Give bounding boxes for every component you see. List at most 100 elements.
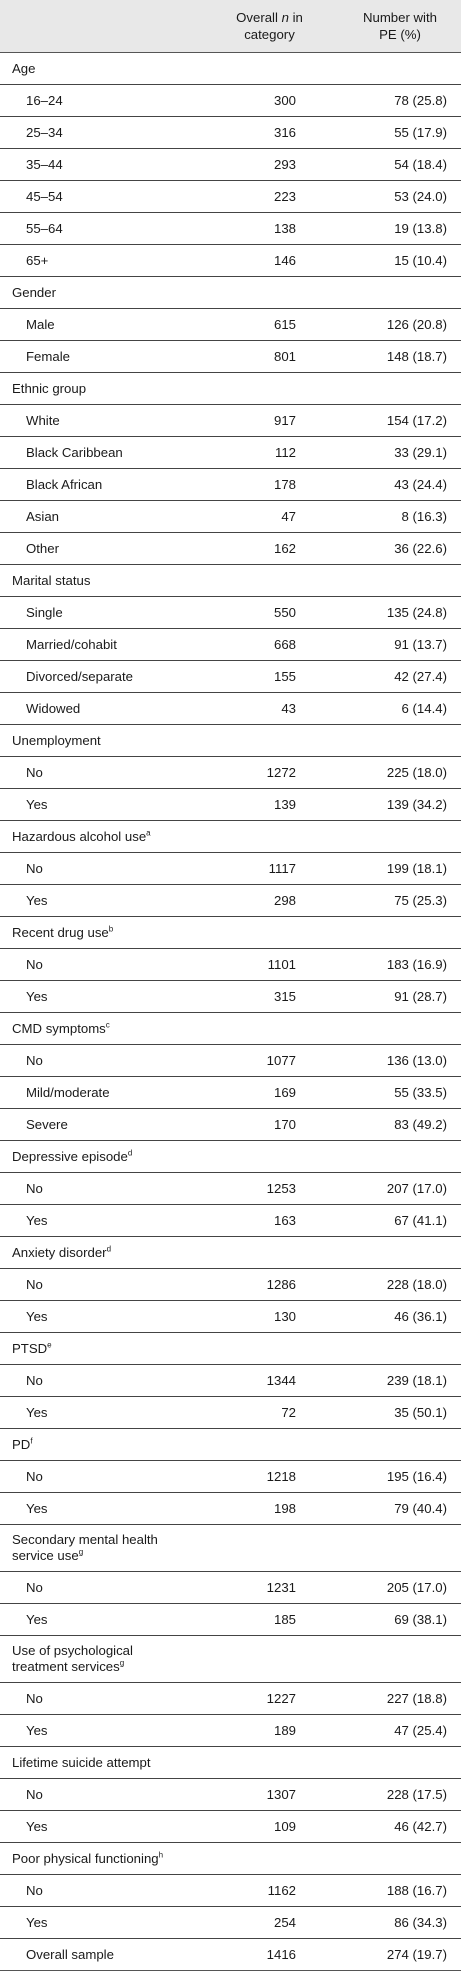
table-row: Married/cohabit 668 91 (13.7) bbox=[0, 628, 461, 661]
overall-n-cell: 1218 bbox=[213, 1460, 318, 1493]
overall-n-cell: 47 bbox=[213, 500, 318, 533]
overall-n-cell: 162 bbox=[213, 532, 318, 565]
table-row: Female 801 148 (18.7) bbox=[0, 340, 461, 373]
table-row: Divorced/separate 155 42 (27.4) bbox=[0, 660, 461, 693]
row-label: Black African bbox=[0, 468, 213, 501]
pe-count-cell bbox=[318, 52, 461, 85]
table-row: No 1253 207 (17.0) bbox=[0, 1172, 461, 1205]
category-label: Recent drug useb bbox=[0, 916, 213, 949]
overall-n-cell: 109 bbox=[213, 1810, 318, 1843]
row-label: Male bbox=[0, 308, 213, 341]
header-in-text: in bbox=[288, 10, 303, 25]
header-number-with-text: Number with bbox=[362, 10, 437, 25]
table-row: 45–54 223 53 (24.0) bbox=[0, 180, 461, 213]
table-row: 16–24 300 78 (25.8) bbox=[0, 84, 461, 117]
overall-n-cell: 615 bbox=[213, 308, 318, 341]
pe-count-cell bbox=[318, 916, 461, 949]
category-label: Lifetime suicide attempt bbox=[0, 1746, 213, 1779]
pe-count-cell: 67 (41.1) bbox=[318, 1204, 461, 1237]
row-label: Asian bbox=[0, 500, 213, 533]
footnote-marker: g bbox=[119, 1658, 125, 1668]
label-text: Yes bbox=[26, 1914, 48, 1930]
header-n-italic: n bbox=[281, 10, 289, 25]
table-row: Single 550 135 (24.8) bbox=[0, 596, 461, 629]
category-row: Secondary mental health service useg bbox=[0, 1524, 461, 1572]
label-text: Yes bbox=[26, 1611, 48, 1627]
pe-count-cell: 69 (38.1) bbox=[318, 1603, 461, 1636]
overall-n-cell: 138 bbox=[213, 212, 318, 245]
footnote-marker: c bbox=[105, 1020, 110, 1030]
overall-n-cell: 185 bbox=[213, 1603, 318, 1636]
overall-n-cell: 1344 bbox=[213, 1364, 318, 1397]
pe-count-cell: 239 (18.1) bbox=[318, 1364, 461, 1397]
table-row: No 1101 183 (16.9) bbox=[0, 948, 461, 981]
category-label: Marital status bbox=[0, 564, 213, 597]
row-label: White bbox=[0, 404, 213, 437]
overall-n-cell: 1286 bbox=[213, 1268, 318, 1301]
table-row: 35–44 293 54 (18.4) bbox=[0, 148, 461, 181]
label-text: Asian bbox=[26, 508, 59, 524]
label-text-line2: treatment services bbox=[12, 1659, 120, 1674]
category-row: PTSDe bbox=[0, 1332, 461, 1365]
row-label: Widowed bbox=[0, 692, 213, 725]
pe-count-cell bbox=[318, 1012, 461, 1045]
overall-n-cell: 1117 bbox=[213, 852, 318, 885]
label-text: Poor physical functioning bbox=[12, 1850, 159, 1866]
pe-count-cell bbox=[318, 1635, 461, 1683]
overall-n-cell: 1077 bbox=[213, 1044, 318, 1077]
table-row: Mild/moderate 169 55 (33.5) bbox=[0, 1076, 461, 1109]
table-row: No 1218 195 (16.4) bbox=[0, 1460, 461, 1493]
overall-n-cell: 298 bbox=[213, 884, 318, 917]
table-body: Age 16–24 300 78 (25.8) 25–34 316 55 (17.9) 35–… bbox=[0, 52, 461, 1971]
header-category-text: category bbox=[244, 27, 295, 42]
overall-n-cell: 668 bbox=[213, 628, 318, 661]
pe-count-cell: 228 (18.0) bbox=[318, 1268, 461, 1301]
pe-count-cell: 126 (20.8) bbox=[318, 308, 461, 341]
table-row: Yes 198 79 (40.4) bbox=[0, 1492, 461, 1525]
footnote-marker: d bbox=[127, 1148, 133, 1158]
table-row: No 1117 199 (18.1) bbox=[0, 852, 461, 885]
label-text: Yes bbox=[26, 1722, 48, 1738]
overall-n-cell: 1101 bbox=[213, 948, 318, 981]
pe-count-cell: 91 (28.7) bbox=[318, 980, 461, 1013]
overall-n-cell: 146 bbox=[213, 244, 318, 277]
label-text: No bbox=[26, 860, 43, 876]
row-label: 16–24 bbox=[0, 84, 213, 117]
overall-n-cell bbox=[213, 820, 318, 853]
overall-n-cell: 1272 bbox=[213, 756, 318, 789]
pe-count-cell bbox=[318, 1524, 461, 1572]
overall-n-cell bbox=[213, 1746, 318, 1779]
label-text: Secondary mental health bbox=[12, 1532, 158, 1547]
label-text: Yes bbox=[26, 1212, 48, 1228]
pe-count-cell bbox=[318, 276, 461, 309]
table-row: 55–64 138 19 (13.8) bbox=[0, 212, 461, 245]
pe-count-cell bbox=[318, 372, 461, 405]
table-row: Yes 189 47 (25.4) bbox=[0, 1714, 461, 1747]
table-row: Black African 178 43 (24.4) bbox=[0, 468, 461, 501]
row-label: No bbox=[0, 1778, 213, 1811]
overall-n-cell: 169 bbox=[213, 1076, 318, 1109]
category-label: Hazardous alcohol usea bbox=[0, 820, 213, 853]
pe-count-cell: 183 (16.9) bbox=[318, 948, 461, 981]
category-label: Age bbox=[0, 52, 213, 85]
table-row: Yes 185 69 (38.1) bbox=[0, 1603, 461, 1636]
row-label: Other bbox=[0, 532, 213, 565]
label-text: No bbox=[26, 1690, 43, 1706]
category-row: PDf bbox=[0, 1428, 461, 1461]
pe-count-cell: 136 (13.0) bbox=[318, 1044, 461, 1077]
table-row: Yes 109 46 (42.7) bbox=[0, 1810, 461, 1843]
table-row: Yes 163 67 (41.1) bbox=[0, 1204, 461, 1237]
label-text-line2: service use bbox=[12, 1548, 79, 1563]
row-label: No bbox=[0, 1874, 213, 1907]
label-text: Ethnic group bbox=[12, 380, 87, 396]
label-text: Married/cohabit bbox=[26, 636, 117, 652]
label-text: CMD symptoms bbox=[12, 1020, 106, 1036]
overall-n-cell: 178 bbox=[213, 468, 318, 501]
label-text: Black Caribbean bbox=[26, 444, 123, 460]
pe-count-cell: 205 (17.0) bbox=[318, 1571, 461, 1604]
table-row: Severe 170 83 (49.2) bbox=[0, 1108, 461, 1141]
overall-n-cell bbox=[213, 1635, 318, 1683]
pe-count-cell: 54 (18.4) bbox=[318, 148, 461, 181]
table-row: Overall sample 1416 274 (19.7) bbox=[0, 1938, 461, 1971]
overall-n-cell: 1227 bbox=[213, 1682, 318, 1715]
